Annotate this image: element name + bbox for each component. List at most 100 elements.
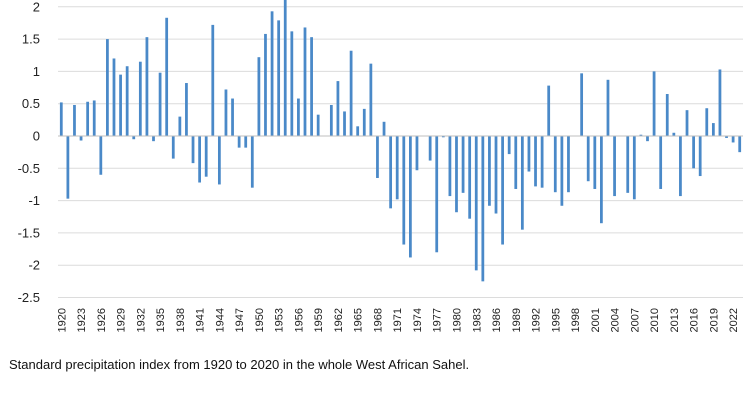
bar bbox=[646, 136, 649, 142]
bar bbox=[534, 136, 537, 187]
bar bbox=[659, 136, 663, 189]
x-tick-label: 1956 bbox=[293, 308, 305, 332]
x-tick-label: 1983 bbox=[471, 308, 483, 332]
x-tick-label: 1992 bbox=[531, 308, 543, 332]
gridlines bbox=[58, 6, 743, 298]
bar bbox=[264, 33, 267, 136]
x-tick-label: 1938 bbox=[175, 308, 187, 332]
bar bbox=[343, 111, 346, 136]
x-tick-label: 1950 bbox=[254, 308, 266, 332]
bar bbox=[448, 136, 452, 197]
bar bbox=[99, 136, 103, 175]
bar bbox=[250, 136, 254, 188]
x-tick-label: 1923 bbox=[76, 308, 88, 332]
x-tick-label: 1971 bbox=[392, 308, 404, 332]
bar bbox=[191, 136, 195, 164]
bar bbox=[389, 136, 393, 209]
bar bbox=[178, 116, 182, 136]
bar bbox=[125, 66, 129, 136]
bar bbox=[237, 136, 241, 148]
bar bbox=[86, 101, 90, 136]
bar bbox=[204, 136, 208, 177]
bar bbox=[468, 136, 472, 219]
bar bbox=[303, 27, 307, 136]
bar bbox=[455, 136, 458, 213]
bar bbox=[152, 136, 155, 142]
bar bbox=[145, 37, 149, 136]
x-tick-label: 1926 bbox=[96, 308, 108, 332]
bar bbox=[132, 136, 136, 140]
x-tick-label: 1932 bbox=[135, 308, 147, 332]
x-tick-label: 1995 bbox=[550, 308, 562, 332]
x-tick-label: 2007 bbox=[629, 308, 641, 332]
x-tick-label: 1935 bbox=[155, 308, 167, 332]
x-tick-label: 2010 bbox=[649, 308, 661, 332]
x-tick-label: 1977 bbox=[432, 308, 444, 332]
bar bbox=[560, 136, 564, 206]
bar bbox=[580, 73, 584, 136]
x-tick-label: 1968 bbox=[372, 308, 384, 332]
x-tick-label: 2019 bbox=[708, 308, 720, 332]
bar bbox=[297, 98, 300, 136]
bar bbox=[369, 63, 373, 136]
x-tick-label: 1947 bbox=[234, 308, 246, 332]
bar bbox=[73, 104, 76, 136]
bar bbox=[244, 136, 248, 148]
bar bbox=[685, 110, 689, 136]
bar bbox=[257, 57, 261, 136]
y-tick-label: 1.5 bbox=[22, 32, 40, 47]
x-tick-label: 1944 bbox=[214, 308, 226, 332]
x-tick-label: 1974 bbox=[412, 308, 424, 332]
bar bbox=[435, 136, 439, 253]
bar bbox=[336, 81, 340, 136]
bar bbox=[79, 136, 83, 141]
bar bbox=[738, 136, 742, 153]
bar bbox=[211, 24, 215, 136]
bar bbox=[626, 136, 630, 193]
x-tick-label: 2013 bbox=[669, 308, 681, 332]
x-tick-label: 1953 bbox=[274, 308, 286, 332]
bar bbox=[665, 94, 669, 136]
y-tick-label: -0.5 bbox=[18, 161, 40, 176]
bar bbox=[725, 136, 728, 138]
x-tick-label: 1998 bbox=[570, 308, 582, 332]
bar bbox=[382, 121, 386, 136]
bar bbox=[481, 136, 485, 282]
bar bbox=[316, 114, 320, 136]
x-tick-label: 1962 bbox=[333, 308, 345, 332]
bar bbox=[586, 136, 590, 182]
bar bbox=[632, 136, 636, 200]
bar bbox=[461, 136, 465, 193]
bar bbox=[527, 136, 531, 172]
y-tick-label: 2 bbox=[33, 0, 40, 14]
bar bbox=[547, 85, 551, 136]
bar bbox=[165, 17, 169, 137]
bar bbox=[329, 104, 333, 136]
x-tick-label: 1965 bbox=[353, 308, 365, 332]
bar bbox=[718, 69, 722, 136]
x-tick-label: 1980 bbox=[451, 308, 463, 332]
bar bbox=[705, 108, 709, 136]
bar bbox=[224, 89, 228, 136]
bar bbox=[606, 79, 610, 136]
x-tick-label: 2004 bbox=[610, 308, 622, 332]
bar bbox=[593, 136, 597, 189]
bar bbox=[158, 72, 162, 136]
bar bbox=[217, 136, 221, 185]
bar bbox=[290, 31, 294, 137]
bar bbox=[672, 132, 676, 136]
bar bbox=[441, 136, 445, 138]
x-tick-label: 2022 bbox=[728, 308, 740, 332]
bar bbox=[698, 136, 702, 177]
bar bbox=[567, 136, 570, 193]
y-tick-label: 0.5 bbox=[22, 96, 40, 111]
bar bbox=[395, 136, 399, 200]
x-tick-label: 2016 bbox=[689, 308, 701, 332]
x-tick-label: 1941 bbox=[195, 308, 207, 332]
bar bbox=[362, 108, 366, 136]
x-tick-label: 1986 bbox=[491, 308, 503, 332]
x-tick-label: 2001 bbox=[590, 308, 602, 332]
bar bbox=[112, 58, 116, 137]
y-tick-label: -2 bbox=[28, 258, 40, 273]
y-tick-label: 1 bbox=[33, 64, 40, 79]
